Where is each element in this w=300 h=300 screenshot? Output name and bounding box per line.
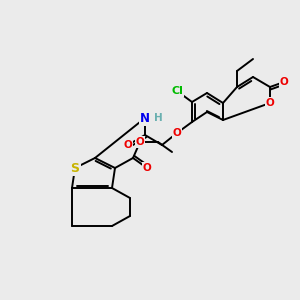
Text: Cl: Cl bbox=[171, 86, 183, 96]
Text: O: O bbox=[124, 140, 132, 150]
Text: H: H bbox=[154, 113, 163, 123]
Text: O: O bbox=[280, 77, 288, 87]
Text: N: N bbox=[140, 112, 150, 124]
Text: O: O bbox=[136, 137, 144, 147]
Text: S: S bbox=[70, 161, 80, 175]
Text: O: O bbox=[266, 98, 274, 108]
Text: O: O bbox=[142, 163, 152, 173]
Text: O: O bbox=[172, 128, 182, 138]
